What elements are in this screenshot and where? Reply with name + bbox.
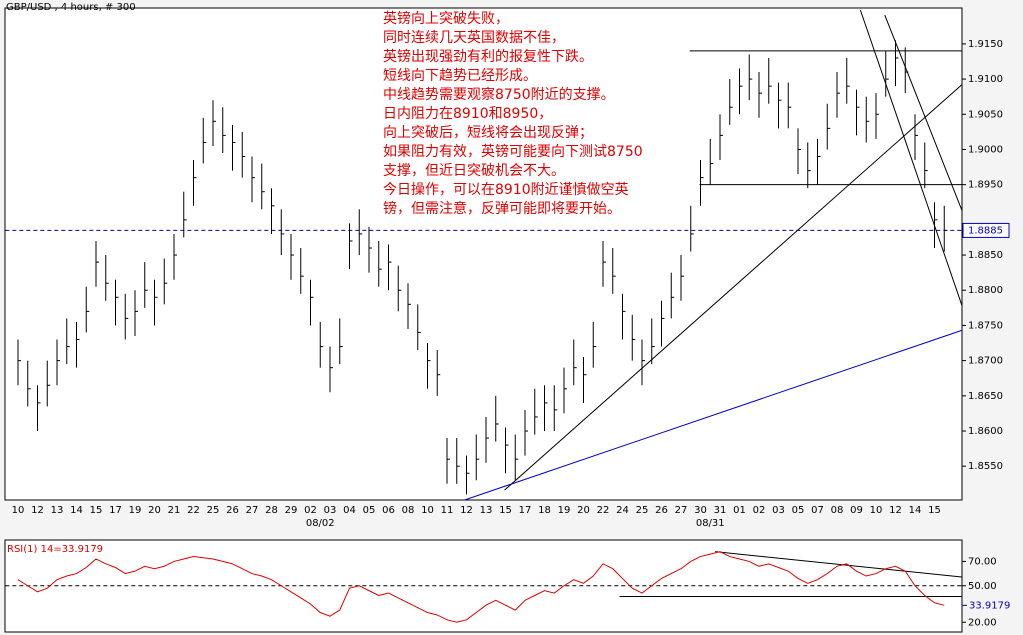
x-tick-label: 14 [70, 505, 83, 516]
x-tick-label: 07 [811, 505, 824, 516]
rsi-line [17, 551, 945, 623]
rsi-title: RSI(1) 14=33.9179 [7, 544, 103, 555]
x-tick-label: 27 [246, 505, 259, 516]
x-tick-label: 24 [616, 505, 629, 516]
x-tick-label: 29 [285, 505, 298, 516]
y-tick-label: 1.8600 [968, 426, 1003, 437]
y-tick-label: 1.8850 [968, 250, 1003, 261]
x-tick-label: 15 [928, 505, 941, 516]
x-tick-label: 26 [226, 505, 239, 516]
x-tick-label: 10 [12, 505, 25, 516]
x-tick-label: 04 [343, 505, 356, 516]
last-price-label: 1.8885 [968, 225, 1003, 236]
y-tick-label: 1.9100 [968, 74, 1003, 85]
x-tick-label: 13 [480, 505, 493, 516]
y-tick-label: 1.9150 [968, 39, 1003, 50]
period-label: 08/02 [306, 518, 335, 529]
annotation: 向上突破后，短线将会出现反弹； [383, 125, 593, 141]
x-tick-label: 17 [109, 505, 122, 516]
last-price-box [962, 222, 1010, 238]
annotation: 英镑出现强劲有利的报复性下跌。 [383, 48, 593, 65]
annotation: 短线向下趋势已经形成。 [383, 68, 537, 84]
x-tick-label: 08 [831, 505, 844, 516]
annotation: 中线趋势需要观察8750附近的支撑。 [383, 86, 615, 103]
x-tick-label: 05 [363, 505, 376, 516]
x-tick-label: 25 [636, 505, 649, 516]
x-tick-label: 09 [850, 505, 863, 516]
y-tick-label: 70.00 [968, 556, 997, 567]
x-tick-label: 03 [772, 505, 785, 516]
x-tick-label: 12 [31, 505, 44, 516]
price-panel [4, 7, 963, 501]
chart-title: GBP/USD , 4 hours, # 300 [6, 2, 136, 13]
y-tick-label: 50.00 [968, 581, 997, 592]
y-tick-label: 1.9050 [968, 109, 1003, 120]
x-tick-label: 18 [538, 505, 551, 516]
annotation: 今日操作，可以在8910附近谨慎做空英 [383, 181, 629, 198]
trend-line [859, 9, 963, 306]
y-tick-label: 1.8700 [968, 356, 1003, 367]
last-rsi-label: 33.9179 [969, 600, 1010, 611]
x-tick-label: 14 [909, 505, 922, 516]
y-tick-label: 1.8800 [968, 285, 1003, 296]
x-tick-label: 15 [90, 505, 103, 516]
annotation: 英镑向上突破失败， [383, 10, 509, 27]
x-tick-label: 31 [714, 505, 727, 516]
x-tick-label: 02 [753, 505, 766, 516]
x-tick-label: 01 [733, 505, 746, 516]
x-tick-label: 17 [519, 505, 532, 516]
annotation: 如果阻力有效，英镑可能要向下测试8750 [383, 143, 643, 160]
period-label: 08/31 [696, 518, 725, 529]
y-tick-label: 1.9000 [968, 144, 1003, 155]
x-tick-label: 05 [792, 505, 805, 516]
annotation: 同时连续几天英国数据不佳， [383, 29, 565, 46]
y-tick-label: 1.8950 [968, 180, 1003, 191]
annotation: 支撑，但近日突破机会不大。 [383, 163, 565, 179]
x-tick-label: 28 [265, 505, 278, 516]
x-tick-label: 21 [168, 505, 181, 516]
x-tick-label: 12 [460, 505, 473, 516]
y-tick-label: 1.8650 [968, 391, 1003, 402]
x-tick-label: 06 [382, 505, 395, 516]
y-tick-label: 1.8750 [968, 320, 1003, 331]
y-tick-label: 20.00 [968, 617, 997, 628]
x-tick-label: 13 [51, 505, 64, 516]
x-tick-label: 20 [148, 505, 161, 516]
trend-line [504, 84, 963, 491]
x-tick-label: 20 [577, 505, 590, 516]
x-tick-label: 27 [675, 505, 688, 516]
x-tick-label: 11 [441, 505, 454, 516]
x-tick-label: 10 [870, 505, 883, 516]
x-tick-label: 22 [597, 505, 610, 516]
x-tick-label: 08 [402, 505, 415, 516]
annotation: 镑，但需注意，反弹可能即将要开始。 [383, 200, 621, 217]
x-tick-label: 19 [129, 505, 142, 516]
trend-line [464, 329, 962, 501]
x-tick-label: 26 [655, 505, 668, 516]
x-tick-label: 25 [207, 505, 220, 516]
x-tick-label: 19 [558, 505, 571, 516]
trend-line [884, 14, 963, 211]
annotation: 日内阻力在8910和8950， [383, 106, 552, 122]
x-tick-label: 30 [694, 505, 707, 516]
x-tick-label: 03 [324, 505, 337, 516]
x-tick-label: 02 [304, 505, 317, 516]
x-tick-label: 15 [499, 505, 512, 516]
x-tick-label: 12 [889, 505, 902, 516]
y-tick-label: 1.8550 [968, 461, 1003, 472]
x-tick-label: 22 [187, 505, 200, 516]
x-tick-label: 10 [421, 505, 434, 516]
trend-line [715, 551, 962, 578]
